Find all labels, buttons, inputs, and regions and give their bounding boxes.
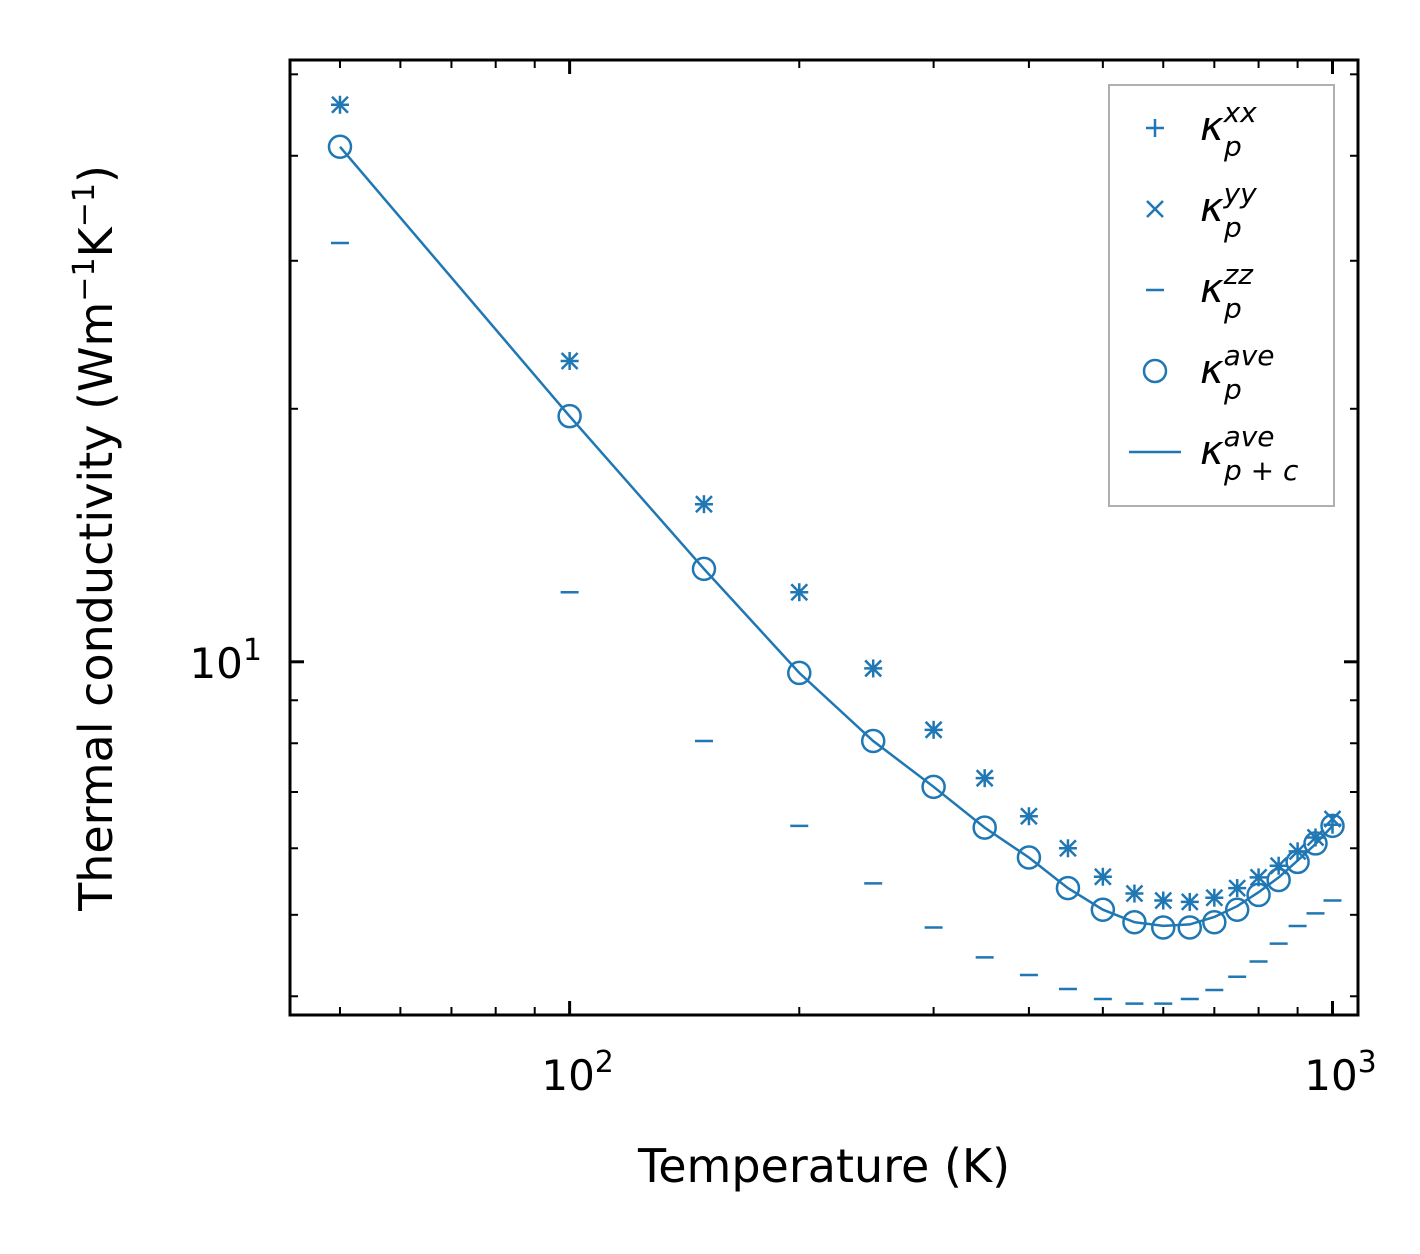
point-kappa_ave [1090, 897, 1116, 922]
point-kappa_yy [331, 95, 349, 114]
point-kappa_yy-b [1125, 884, 1144, 903]
point-kappa_yy-b [331, 95, 349, 114]
point-kappa_yy-b [924, 720, 943, 739]
point-kappa_ave [1224, 897, 1250, 922]
legend-marker-kappa_yy-b [1146, 200, 1164, 218]
y-axis-title: Thermal conductivity (Wm−1K−1) [67, 165, 123, 912]
data-layer [327, 95, 1345, 1005]
legend-box [1108, 84, 1335, 507]
point-kappa_yy [1228, 879, 1247, 897]
point-kappa_yy [695, 495, 713, 514]
x-axis-title: Temperature (K) [637, 1139, 1010, 1193]
point-kappa_yy [975, 769, 994, 788]
point-kappa_yy-b [790, 583, 809, 602]
point-kappa_yy-b [975, 769, 994, 788]
x-tick-label: 103 [1304, 1045, 1377, 1100]
legend-marker-kappa_xx [1146, 119, 1164, 137]
point-kappa_yy [924, 720, 943, 739]
point-kappa_ave [691, 556, 717, 582]
point-kappa_yy-b [1059, 839, 1077, 858]
point-kappa_yy [1323, 810, 1342, 828]
point-kappa_ave [1177, 915, 1203, 940]
point-kappa_yy-b [1205, 888, 1224, 907]
point-kappa_ave [1320, 813, 1345, 839]
point-kappa_yy-b [1093, 867, 1112, 886]
point-kappa_ave [1151, 915, 1176, 940]
point-kappa_yy [864, 659, 883, 678]
point-kappa_yy [1154, 891, 1173, 910]
point-kappa_yy-b [1306, 828, 1325, 847]
point-kappa_ave [1055, 875, 1081, 901]
point-kappa_yy [1059, 839, 1077, 858]
point-kappa_yy-b [1180, 893, 1199, 911]
point-kappa_yy [1093, 867, 1112, 886]
point-kappa_yy [790, 583, 809, 602]
point-kappa_yy [1205, 888, 1224, 907]
point-kappa_yy-b [695, 495, 713, 514]
legend: κxx p κyy p κzz p κave p κave p + c [1108, 84, 1335, 507]
point-kappa_ave [787, 660, 812, 686]
legend-label-kappa_ave: κave p [1200, 339, 1275, 406]
point-kappa_yy [1125, 884, 1144, 903]
plot-frame [288, 58, 1360, 1017]
point-kappa_ave [327, 134, 353, 160]
point-kappa_yy-b [1020, 807, 1038, 826]
series-line-kappa_pc_ave [339, 145, 1334, 928]
point-kappa_ave [1122, 909, 1147, 935]
point-kappa_ave [860, 728, 886, 754]
point-kappa_yy [1306, 828, 1325, 847]
point-kappa_yy [1249, 868, 1268, 887]
point-kappa_yy-b [864, 659, 883, 678]
point-kappa_yy-b [1323, 810, 1342, 828]
point-kappa_ave [1266, 867, 1291, 893]
point-kappa_ave [1246, 882, 1271, 908]
x-tick-label: 102 [541, 1045, 614, 1100]
point-kappa_yy-b [1249, 868, 1268, 887]
point-kappa_ave [557, 403, 582, 429]
point-kappa_yy [1180, 893, 1199, 911]
legend-label-kappa_pc_ave: κave p + c [1200, 420, 1299, 487]
point-kappa_ave [1016, 845, 1042, 870]
point-kappa_yy [560, 352, 579, 370]
tick-labels: 102 103 101 [189, 633, 1376, 1100]
legend-marker-kappa_ave [1142, 358, 1168, 384]
point-kappa_yy [1020, 807, 1038, 826]
legend-marker-kappa_yy [1146, 200, 1164, 218]
legend-label-kappa_xx: κxx p [1200, 96, 1257, 163]
point-kappa_ave [921, 774, 946, 800]
point-kappa_yy-b [1154, 891, 1173, 910]
point-kappa_ave [1285, 849, 1310, 875]
legend-label-kappa_yy: κyy p [1200, 177, 1257, 244]
point-kappa_yy-b [1228, 879, 1247, 897]
point-kappa_ave [1303, 831, 1328, 856]
y-tick-label: 101 [189, 633, 262, 688]
legend-label-kappa_zz: κzz p [1200, 258, 1254, 325]
point-kappa_ave [972, 815, 997, 840]
point-kappa_yy-b [560, 352, 579, 370]
point-kappa_ave [1202, 909, 1227, 935]
